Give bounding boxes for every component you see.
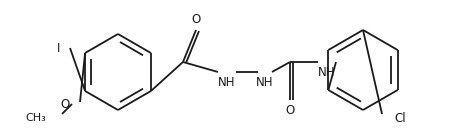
Text: O: O <box>286 104 295 117</box>
Text: NH: NH <box>218 76 236 89</box>
Text: O: O <box>61 98 70 111</box>
Text: CH₃: CH₃ <box>25 113 46 123</box>
Text: NH: NH <box>318 66 336 79</box>
Text: I: I <box>57 42 60 55</box>
Text: NH: NH <box>256 76 274 89</box>
Text: O: O <box>192 13 200 26</box>
Text: Cl: Cl <box>394 112 405 125</box>
